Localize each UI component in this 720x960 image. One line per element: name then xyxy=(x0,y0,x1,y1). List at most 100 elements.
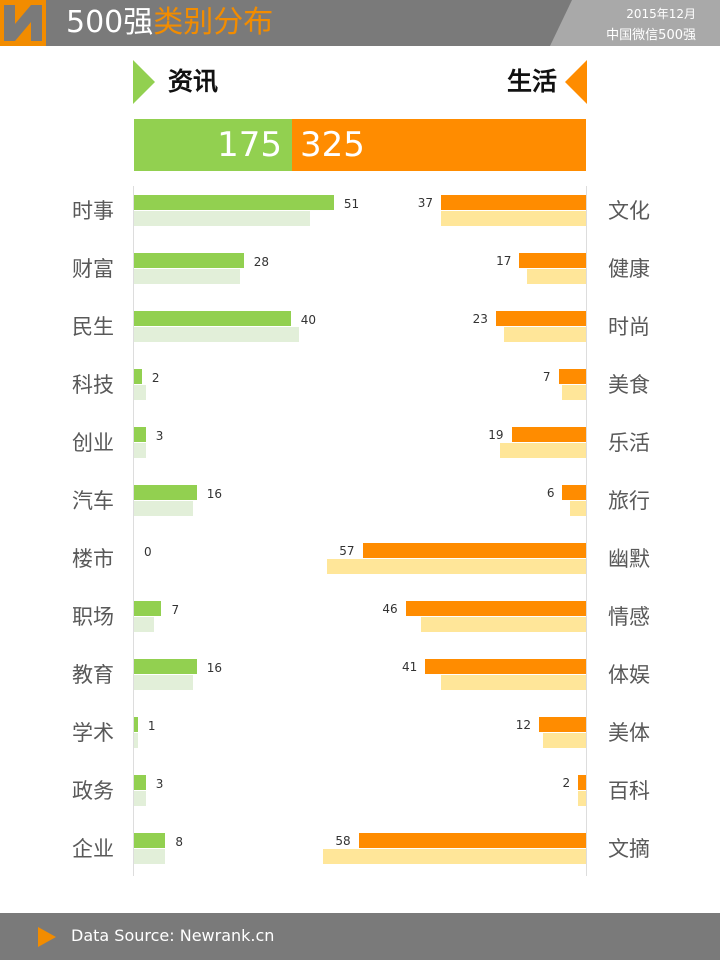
total-bar-left xyxy=(134,119,292,171)
title-prefix: 500强 xyxy=(66,5,154,40)
footer-bar xyxy=(0,913,720,960)
bar-right-previous xyxy=(542,733,586,748)
value-label-right: 7 xyxy=(542,370,551,384)
bar-right xyxy=(562,485,586,500)
value-label-left: 16 xyxy=(206,661,222,675)
category-label-left: 创业 xyxy=(72,431,114,455)
bar-left-previous xyxy=(134,327,299,342)
category-label-left: 政务 xyxy=(72,779,114,803)
play-icon xyxy=(38,927,56,947)
bar-left xyxy=(134,485,197,500)
value-label-left: 3 xyxy=(155,777,164,791)
bar-right xyxy=(362,543,586,558)
value-label-right: 41 xyxy=(402,660,418,674)
bar-right-previous xyxy=(499,443,586,458)
category-label-right: 旅行 xyxy=(608,489,650,513)
group-title-right: 生活 xyxy=(506,67,557,96)
logo-icon xyxy=(0,0,46,46)
category-label-right: 幽默 xyxy=(608,547,650,571)
bar-left xyxy=(134,311,291,326)
bar-right-previous xyxy=(578,791,586,806)
subtitle-text: 中国微信500强 xyxy=(606,28,696,43)
value-label-left: 0 xyxy=(144,545,152,559)
value-label-left: 2 xyxy=(151,371,160,385)
value-label-right: 46 xyxy=(382,602,398,616)
data-source: Data Source: Newrank.cn xyxy=(71,926,275,945)
bar-left-previous xyxy=(134,617,154,632)
bar-left xyxy=(134,775,146,790)
category-label-right: 美体 xyxy=(608,721,650,745)
bar-right-previous xyxy=(440,211,586,226)
bar-right xyxy=(495,311,586,326)
bar-left xyxy=(134,717,138,732)
value-label-right: 58 xyxy=(335,834,351,848)
bar-left-previous xyxy=(134,791,146,806)
bar-left-previous xyxy=(134,443,146,458)
bar-right xyxy=(440,195,586,210)
value-label-left: 1 xyxy=(147,719,156,733)
category-label-left: 财富 xyxy=(72,257,114,281)
bar-right-previous xyxy=(421,617,586,632)
value-label-right: 23 xyxy=(472,312,488,326)
total-right-value: 325 xyxy=(300,125,365,165)
category-label-left: 楼市 xyxy=(72,547,114,571)
value-label-left: 7 xyxy=(171,603,180,617)
value-label-right: 19 xyxy=(488,428,504,442)
value-label-left: 28 xyxy=(253,255,270,269)
bar-left xyxy=(134,369,142,384)
bar-right-previous xyxy=(323,849,586,864)
total-bar-right xyxy=(292,119,586,171)
bar-right xyxy=(538,717,586,732)
category-label-left: 汽车 xyxy=(72,489,114,513)
bar-left-previous xyxy=(134,733,138,748)
bar-left xyxy=(134,253,244,268)
bar-left-previous xyxy=(134,385,146,400)
value-label-right: 17 xyxy=(496,254,512,268)
bar-right xyxy=(358,833,586,848)
value-label-right: 57 xyxy=(339,544,355,558)
axis-right xyxy=(586,186,587,876)
category-label-right: 健康 xyxy=(608,257,650,281)
category-label-left: 职场 xyxy=(72,605,114,629)
group-title-left: 资讯 xyxy=(168,67,219,96)
category-label-right: 文化 xyxy=(608,199,650,223)
bar-left xyxy=(134,601,162,616)
bar-right xyxy=(511,427,586,442)
page-title: 500强类别分布 xyxy=(66,3,273,43)
value-label-left: 3 xyxy=(155,429,164,443)
category-label-left: 科技 xyxy=(72,373,114,397)
value-label-left: 51 xyxy=(343,197,360,211)
bar-right-previous xyxy=(440,675,586,690)
bar-left-previous xyxy=(134,675,193,690)
category-label-right: 体娱 xyxy=(608,663,650,687)
category-label-left: 企业 xyxy=(72,837,114,861)
category-label-right: 乐活 xyxy=(608,431,650,455)
value-label-left: 40 xyxy=(300,313,317,327)
triangle-right-icon xyxy=(133,60,155,104)
bar-left-previous xyxy=(134,211,311,226)
bar-right xyxy=(425,659,586,674)
bar-right xyxy=(558,369,586,384)
value-label-left: 8 xyxy=(175,835,183,849)
bar-left-previous xyxy=(134,269,240,284)
date-text: 2015年12月 xyxy=(626,7,696,21)
value-label-right: 37 xyxy=(417,196,433,210)
date-box xyxy=(550,0,720,46)
value-label-right: 12 xyxy=(515,718,531,732)
bar-right xyxy=(578,775,586,790)
bar-right xyxy=(405,601,586,616)
category-label-left: 学术 xyxy=(72,721,114,745)
bar-right-previous xyxy=(527,269,586,284)
axis-left xyxy=(133,186,134,876)
triangle-left-icon xyxy=(565,60,587,104)
bar-left xyxy=(134,427,146,442)
category-label-left: 民生 xyxy=(72,315,114,339)
bar-right-previous xyxy=(503,327,586,342)
total-left-value: 175 xyxy=(217,125,282,165)
category-label-left: 时事 xyxy=(72,199,114,223)
value-label-right: 6 xyxy=(546,486,555,500)
value-label-right: 2 xyxy=(562,776,571,790)
category-label-right: 文摘 xyxy=(608,837,650,861)
category-label-right: 时尚 xyxy=(608,315,650,339)
bar-right-previous xyxy=(570,501,586,516)
